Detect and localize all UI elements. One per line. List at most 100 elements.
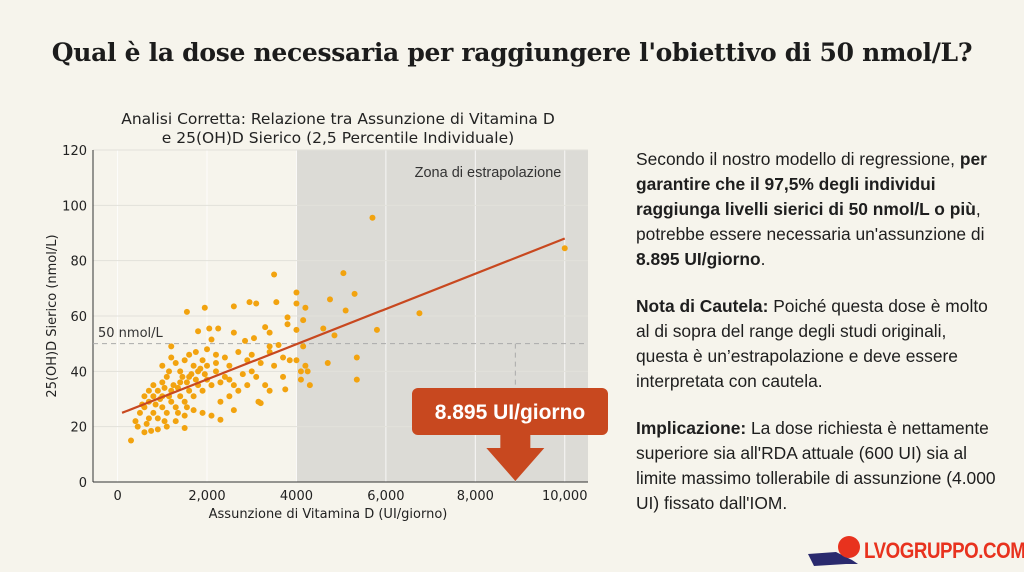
data-point <box>561 245 568 252</box>
data-point <box>266 343 273 350</box>
data-point <box>136 409 143 416</box>
data-point <box>212 368 219 375</box>
data-point <box>230 382 237 389</box>
y-tick-label: 0 <box>79 476 87 491</box>
implication-label: Implicazione: <box>636 418 747 438</box>
data-point <box>177 368 184 375</box>
data-point <box>186 387 193 394</box>
data-point <box>239 371 246 378</box>
data-point <box>215 325 222 332</box>
data-point <box>179 373 186 380</box>
data-point <box>306 382 313 389</box>
y-tick-label: 40 <box>70 365 87 380</box>
data-point <box>134 423 141 430</box>
data-point <box>132 418 139 425</box>
data-point <box>163 409 170 416</box>
caution-label: Nota di Cautela: <box>636 296 769 316</box>
data-point <box>177 379 184 386</box>
data-point <box>235 387 242 394</box>
data-point <box>170 382 177 389</box>
data-point <box>181 398 188 405</box>
regression-line <box>121 237 566 414</box>
data-point <box>150 393 157 400</box>
threshold-label: 50 nmol/L <box>98 326 164 341</box>
data-point <box>208 382 215 389</box>
data-point <box>246 299 253 306</box>
data-point <box>302 362 309 369</box>
data-point <box>248 351 255 358</box>
data-point <box>172 360 179 367</box>
data-point <box>331 332 338 339</box>
data-point <box>253 300 260 307</box>
regression-paragraph: Secondo il nostro modello di regressione… <box>636 147 996 272</box>
chart-texts: Analisi Corretta: Relazione tra Assunzio… <box>45 110 561 522</box>
data-point <box>230 303 237 310</box>
text: Secondo il nostro modello di regressione… <box>636 149 960 169</box>
data-point <box>195 328 202 335</box>
data-point <box>199 409 206 416</box>
data-point <box>293 289 300 296</box>
data-point <box>204 346 211 353</box>
bold-text: per garantire che il 97,5% degli individ… <box>636 149 987 219</box>
data-point <box>159 404 166 411</box>
data-point <box>174 409 181 416</box>
data-point <box>373 326 380 333</box>
implication-paragraph: Implicazione: La dose richiesta è nettam… <box>636 416 996 516</box>
y-axis-label: 25(OH)D Sierico (nmol/L) <box>45 234 60 397</box>
data-point <box>226 376 233 383</box>
x-tick-label: 8,000 <box>457 489 494 504</box>
data-point <box>284 321 291 328</box>
data-point <box>266 387 273 394</box>
logo: LVOGRUPPO.COM <box>806 534 1024 568</box>
data-point <box>304 368 311 375</box>
data-point <box>324 360 331 367</box>
data-point <box>353 376 360 383</box>
data-point <box>159 362 166 369</box>
data-point <box>199 387 206 394</box>
chart-title-line1: Analisi Corretta: Relazione tra Assunzio… <box>121 110 555 128</box>
data-point <box>351 290 358 297</box>
data-point <box>293 357 300 364</box>
data-point <box>161 384 168 391</box>
x-tick-label: 4000 <box>280 489 313 504</box>
x-axis-label: Assunzione di Vitamina D (UI/giorno) <box>209 507 448 522</box>
data-point <box>282 386 289 393</box>
data-point <box>262 324 269 331</box>
data-point <box>152 401 159 408</box>
chart-title-line2: e 25(OH)D Sierico (2,5 Percentile Indivi… <box>162 129 514 147</box>
data-point <box>201 371 208 378</box>
data-point <box>154 415 161 422</box>
data-point <box>280 354 287 361</box>
data-point <box>320 325 327 332</box>
data-point <box>300 343 307 350</box>
data-point <box>212 360 219 367</box>
data-point <box>244 382 251 389</box>
data-point <box>284 314 291 321</box>
data-point <box>302 304 309 311</box>
data-point <box>204 362 211 369</box>
data-point <box>342 307 349 314</box>
data-point <box>197 365 204 372</box>
data-point <box>150 382 157 389</box>
data-point <box>206 325 213 332</box>
data-point <box>141 393 148 400</box>
data-point <box>177 393 184 400</box>
data-point <box>226 362 233 369</box>
data-point <box>201 304 208 311</box>
dose-callout: 8.895 UI/giorno <box>412 388 608 481</box>
data-point <box>340 270 347 277</box>
data-point <box>230 407 237 414</box>
data-point <box>369 214 376 221</box>
data-point <box>280 373 287 380</box>
data-point <box>163 423 170 430</box>
x-tick-label: 6,000 <box>367 489 404 504</box>
data-point <box>168 398 175 405</box>
data-point <box>143 420 150 427</box>
data-point <box>141 429 148 436</box>
data-point <box>271 362 278 369</box>
data-point <box>221 373 228 380</box>
data-point <box>250 335 257 342</box>
scatter-chart: 0 2,000 4000 6,000 8,000 10,000 0 20 40 60 80 100 12… <box>45 110 608 522</box>
data-point <box>190 407 197 414</box>
data-point <box>326 296 333 303</box>
